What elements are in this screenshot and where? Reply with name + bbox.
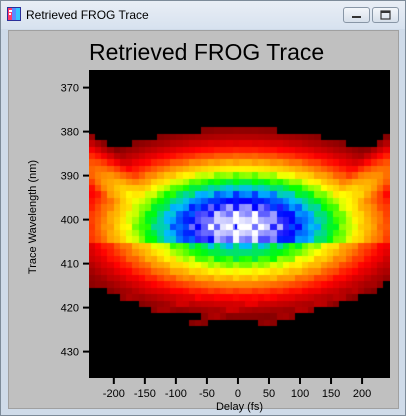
y-tick-label: 430 (61, 347, 79, 359)
y-axis-label: Trace Wavelength (nm) (27, 159, 39, 275)
window-title: Retrieved FROG Trace (26, 8, 149, 22)
frog-heatmap (89, 70, 390, 378)
y-tick-label: 400 (61, 215, 79, 227)
y-tick-label: 380 (61, 127, 79, 139)
plot-title-text: Retrieved FROG Trace (89, 39, 325, 65)
x-tick-label: -100 (165, 388, 187, 400)
y-tick-label: 370 (61, 83, 79, 95)
x-tick-label: -200 (103, 388, 125, 400)
minimize-icon (352, 16, 361, 18)
x-tick-label: 0 (235, 388, 241, 400)
y-tick-label: 390 (61, 171, 79, 183)
x-axis-label: Delay (fs) (215, 401, 264, 413)
restore-button[interactable] (372, 7, 399, 23)
restore-icon (380, 10, 391, 20)
x-tick-label: -50 (199, 388, 215, 400)
x-tick-label: 100 (291, 388, 309, 400)
x-tick-label: -150 (134, 388, 156, 400)
plot-area: Retrieved FROG Trace 370 380 390 400 410 420 4… (8, 30, 399, 413)
y-tick-label: 420 (61, 303, 79, 315)
app-icon (7, 7, 21, 21)
x-tick-label: 150 (322, 388, 340, 400)
x-tick-label: 50 (263, 388, 275, 400)
minimize-button[interactable] (343, 7, 370, 23)
y-tick-label: 410 (61, 259, 79, 271)
title-bar[interactable]: Retrieved FROG Trace (1, 1, 405, 29)
x-tick-label: 200 (353, 388, 371, 400)
axes: 370 380 390 400 410 420 430 -200 -150 -100 -50 0 50 1… (61, 83, 372, 400)
